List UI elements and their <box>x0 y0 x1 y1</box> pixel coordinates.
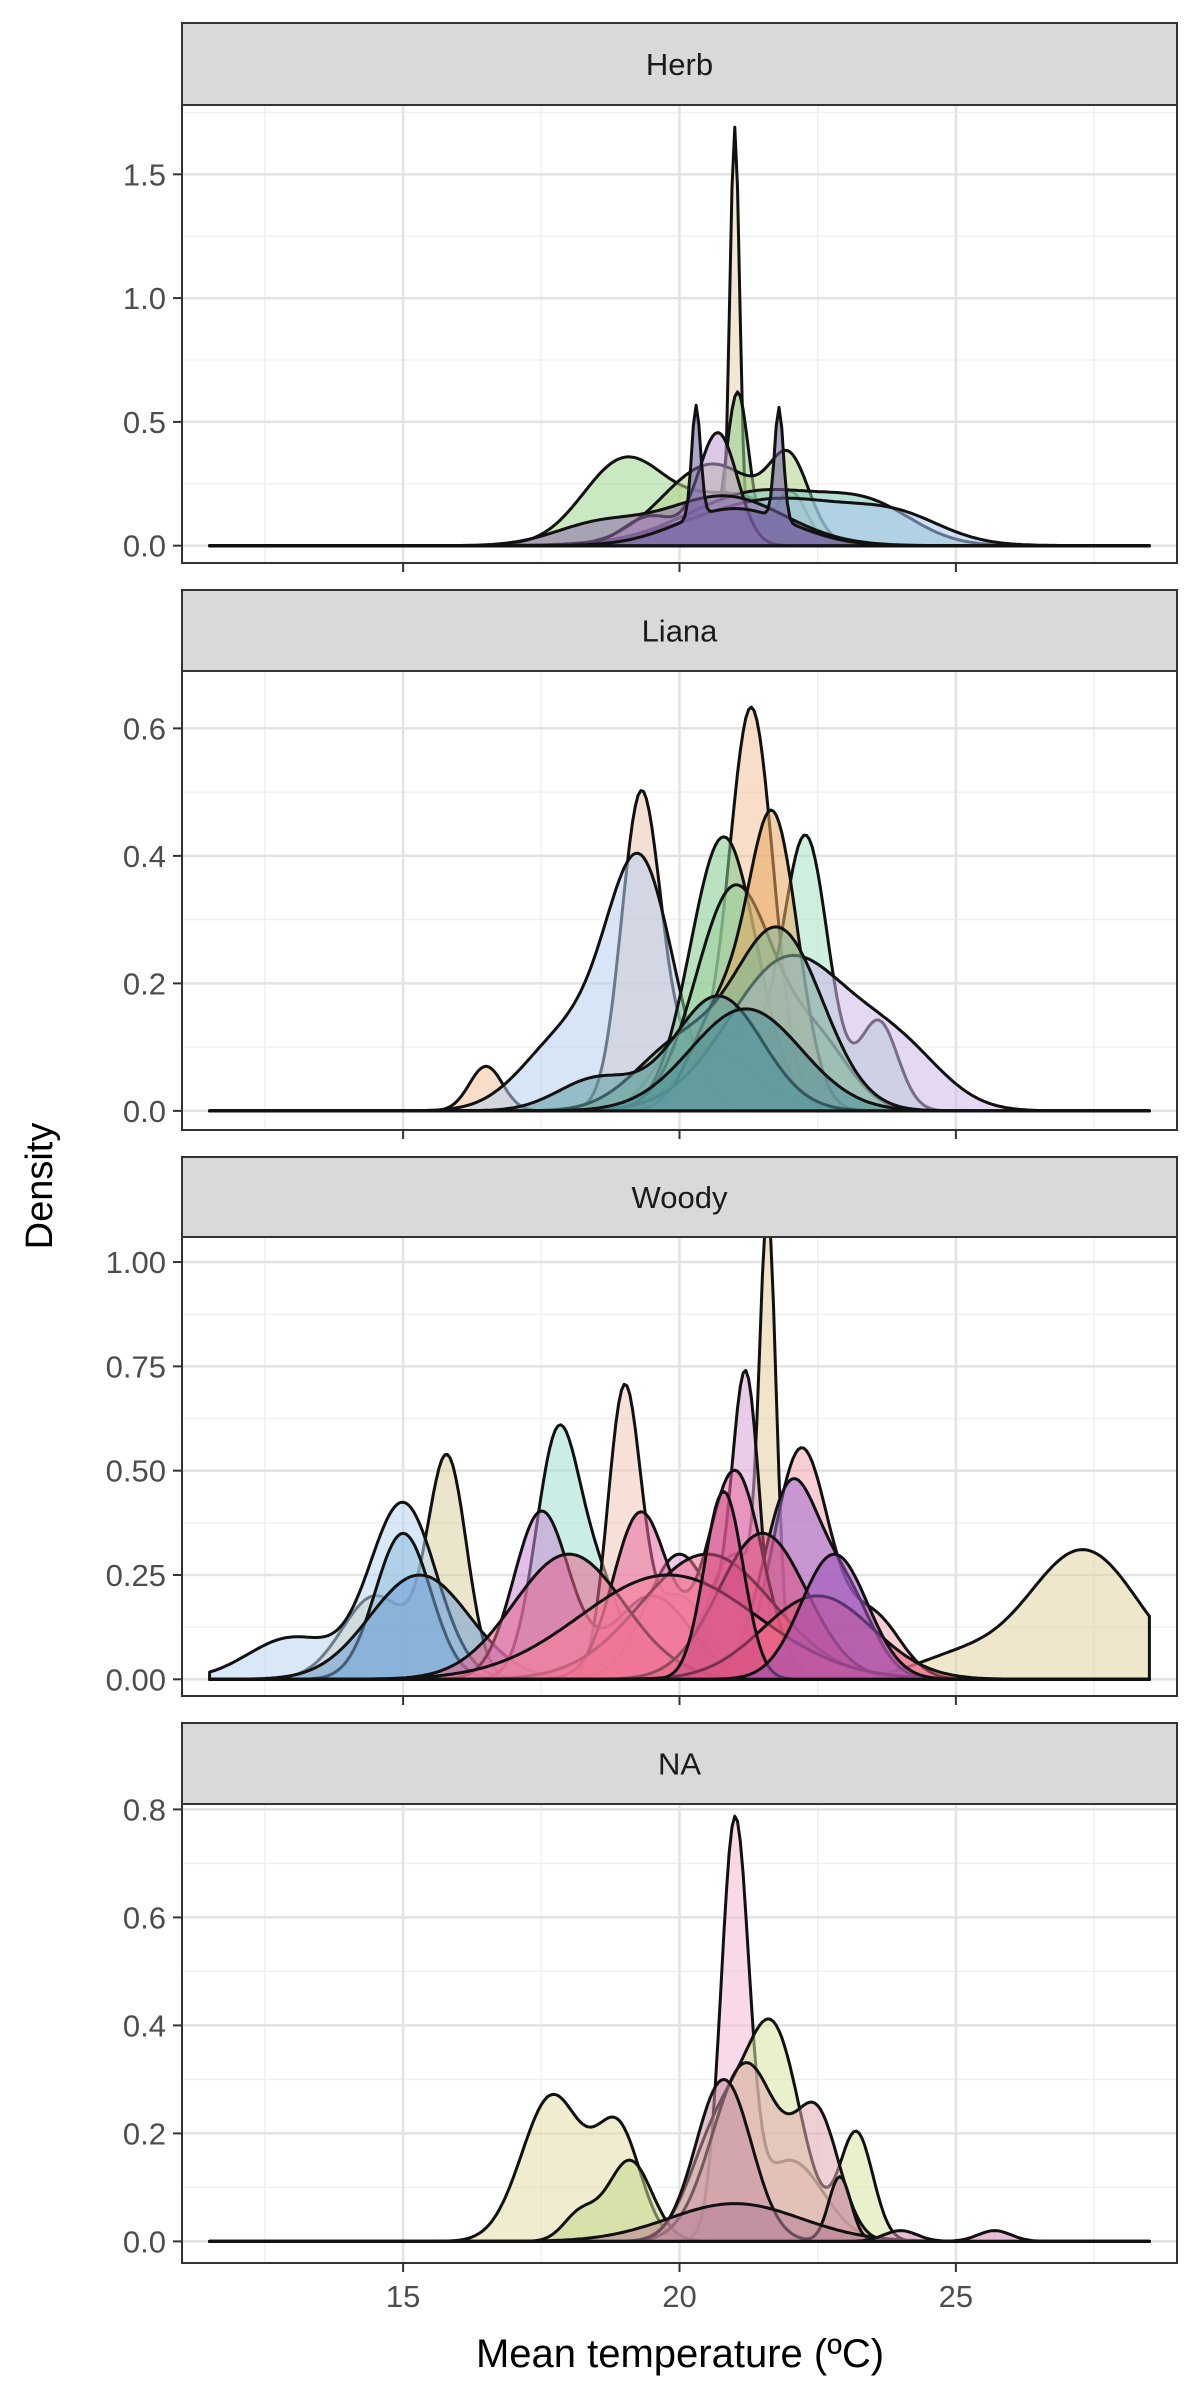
y-tick-label: 0.2 <box>123 2116 166 2151</box>
density-curve <box>208 403 1151 548</box>
y-axis-title: Density <box>19 1123 61 1250</box>
density-series-group <box>208 705 1151 1113</box>
y-tick-label: 0.6 <box>123 711 166 746</box>
y-tick-label: 0.8 <box>123 1792 166 1827</box>
y-tick-label: 0.50 <box>106 1454 166 1489</box>
y-tick-label: 0.00 <box>106 1662 166 1697</box>
y-tick-label: 0.4 <box>123 839 166 874</box>
density-curve <box>208 2229 1151 2243</box>
x-tick-label: 25 <box>939 2279 973 2314</box>
x-tick-label: 20 <box>662 2279 696 2314</box>
facet-strip <box>181 1156 1178 1238</box>
y-tick-label: 0.0 <box>123 529 166 564</box>
y-tick-label: 0.0 <box>123 2224 166 2259</box>
panel-woody: Woody 0.00 0.25 0.50 0.75 1.00 <box>106 1156 1178 1705</box>
facet-strip-label: Herb <box>646 47 713 82</box>
density-series-group <box>208 125 1151 548</box>
y-tick-label: 1.0 <box>123 281 166 316</box>
facet-strip-label: Woody <box>632 1180 728 1215</box>
y-tick-label: 0.4 <box>123 2008 166 2043</box>
panel-liana: Liana 0.0 0.2 0.4 0.6 <box>123 589 1178 1139</box>
y-tick-label: 0.25 <box>106 1558 166 1593</box>
density-series-group <box>208 1814 1151 2243</box>
facet-strip <box>181 589 1178 672</box>
y-tick-label: 0.5 <box>123 405 166 440</box>
facet-strip-label: NA <box>658 1747 701 1782</box>
density-curve <box>208 1552 1151 1681</box>
facet-strip <box>181 22 1178 106</box>
density-curve <box>208 1007 1151 1113</box>
y-tick-label: 0.0 <box>123 1094 166 1129</box>
facet-strip <box>181 1722 1178 1805</box>
y-tick-label: 1.00 <box>106 1245 166 1280</box>
x-tick-label: 15 <box>386 2279 420 2314</box>
facet-strip-label: Liana <box>642 614 719 649</box>
y-tick-label: 0.6 <box>123 1900 166 1935</box>
y-tick-label: 0.2 <box>123 966 166 1001</box>
y-tick-label: 1.5 <box>123 157 166 192</box>
y-tick-label: 0.75 <box>106 1349 166 1384</box>
x-axis-title: Mean temperature (ºC) <box>476 2332 884 2376</box>
panel-na: NA 0.0 0.2 0.4 0.6 0.8 15 20 25 <box>123 1722 1178 2314</box>
panel-herb: Herb 0.0 0.5 1.0 1.5 <box>123 22 1178 572</box>
density-series-group <box>208 1237 1151 1681</box>
